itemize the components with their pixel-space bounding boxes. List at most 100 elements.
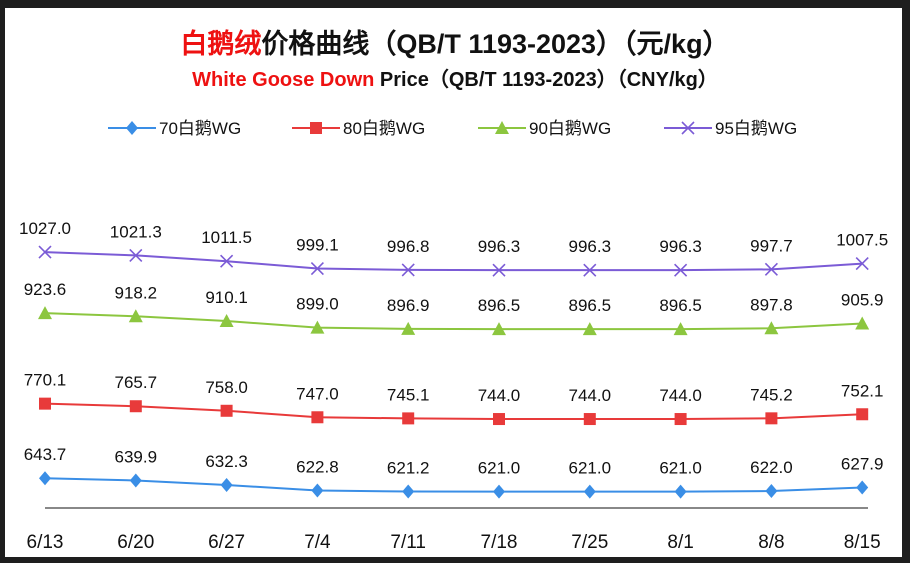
data-label: 996.3	[478, 237, 521, 256]
x-tick-label: 8/15	[844, 532, 881, 553]
data-point-triangle	[219, 314, 234, 328]
legend-label: 80白鹅WG	[343, 119, 425, 138]
data-label: 896.5	[569, 296, 612, 315]
series-line	[44, 312, 863, 331]
data-label: 621.0	[569, 459, 612, 478]
data-label: 744.0	[569, 386, 612, 405]
legend-item: 90白鹅WG	[478, 119, 611, 138]
title-rest: 价格曲线（QB/T 1193-2023）（元/kg）	[261, 29, 729, 59]
legend-marker-x	[681, 121, 695, 135]
x-tick-label: 7/4	[304, 532, 331, 553]
legend-item: 70白鹅WG	[108, 119, 241, 138]
data-point-triangle	[855, 316, 870, 330]
data-point-square	[765, 412, 778, 425]
series-diamond: 643.7 639.9 632.3 622.8 621.2 621.0 621.0 621.0…	[24, 445, 884, 499]
data-point-triangle	[38, 306, 52, 320]
data-point-diamond	[311, 483, 324, 498]
legend-marker-diamond	[126, 121, 138, 135]
x-tick-label: 8/8	[758, 532, 784, 553]
data-point-diamond	[856, 480, 869, 495]
data-label: 923.6	[24, 280, 67, 299]
data-label: 896.9	[387, 296, 430, 315]
series-line	[44, 251, 863, 272]
data-point-diamond	[220, 477, 233, 492]
data-point-triangle	[310, 320, 325, 334]
data-label: 1027.0	[19, 219, 71, 238]
data-point-x	[492, 263, 506, 277]
data-point-square	[493, 413, 505, 426]
data-point-diamond	[402, 484, 415, 499]
data-label: 1007.5	[836, 231, 888, 250]
data-point-x	[855, 257, 869, 271]
data-label: 744.0	[478, 386, 521, 405]
data-label: 918.2	[115, 283, 158, 302]
series-line	[44, 402, 863, 421]
data-label: 747.0	[296, 384, 339, 403]
data-label: 997.7	[750, 236, 793, 255]
data-label: 996.3	[659, 237, 702, 256]
data-point-diamond	[674, 484, 687, 499]
data-label: 910.1	[205, 288, 248, 307]
data-point-square	[402, 412, 415, 425]
x-tick-label: 7/25	[571, 532, 608, 553]
data-point-x	[310, 261, 324, 276]
x-tick-labels: 6/13 6/20 6/27 7/4 7/11 7/18 7/25 8/1 8/8 8/15	[27, 532, 881, 553]
data-point-x	[674, 263, 688, 277]
data-label: 999.1	[296, 236, 339, 255]
data-label: 758.0	[205, 378, 248, 397]
data-point-x	[764, 262, 778, 276]
data-point-square	[39, 397, 51, 410]
data-label: 896.5	[659, 296, 702, 315]
subtitle-rest: Price（QB/T 1193-2023）（CNY/kg）	[374, 68, 717, 91]
legend-item: 95白鹅WG	[664, 119, 797, 138]
data-label: 622.8	[296, 458, 339, 477]
data-point-triangle	[582, 322, 597, 336]
legend-item: 80白鹅WG	[292, 119, 425, 138]
data-label: 1021.3	[110, 222, 162, 241]
data-point-diamond	[583, 484, 596, 499]
data-point-x	[401, 263, 415, 277]
data-point-x	[583, 263, 597, 277]
data-label: 621.0	[478, 459, 521, 478]
data-point-square	[674, 413, 687, 426]
legend-marker-triangle	[495, 121, 509, 134]
data-label: 996.3	[569, 237, 612, 256]
plot-area: 643.7 639.9 632.3 622.8 621.2 621.0 621.0 621.0…	[19, 219, 888, 499]
x-tick-label: 7/18	[481, 532, 518, 553]
x-tick-label: 6/20	[117, 532, 154, 553]
title-red-part: 白鹅绒	[180, 28, 261, 59]
data-point-diamond	[493, 484, 505, 499]
chart-subtitle: White Goose Down Price（QB/T 1193-2023）（C…	[192, 68, 718, 91]
data-label: 744.0	[659, 386, 702, 405]
data-label: 896.5	[478, 296, 521, 315]
data-label: 905.9	[841, 291, 884, 310]
data-label: 632.3	[205, 452, 248, 471]
data-label: 752.1	[841, 381, 884, 400]
data-point-triangle	[764, 321, 779, 335]
data-label: 899.0	[296, 295, 339, 314]
data-label: 643.7	[24, 445, 67, 464]
data-label: 745.1	[387, 385, 430, 404]
x-tick-label: 7/11	[390, 532, 426, 553]
data-label: 996.8	[387, 237, 430, 256]
data-label: 745.2	[750, 385, 793, 404]
series-x: 1027.0 1021.3 1011.5 999.1 996.8 996.3 996.3 99…	[19, 219, 888, 277]
data-label: 897.8	[750, 295, 793, 314]
legend-label: 90白鹅WG	[529, 119, 611, 138]
chart-panel	[5, 8, 902, 557]
data-point-diamond	[39, 471, 51, 486]
data-point-square	[311, 411, 324, 424]
data-label: 621.2	[387, 458, 430, 477]
data-label: 770.1	[24, 371, 67, 390]
chart-title: 白鹅绒价格曲线（QB/T 1193-2023）（元/kg）	[180, 28, 729, 59]
x-tick-label: 6/13	[27, 532, 64, 553]
data-point-triangle	[673, 322, 688, 336]
data-point-triangle	[492, 322, 506, 336]
data-label: 639.9	[115, 447, 158, 466]
data-label: 627.9	[841, 455, 884, 474]
data-label: 1011.5	[201, 228, 252, 247]
data-point-square	[583, 413, 596, 426]
x-tick-label: 6/27	[208, 532, 245, 553]
data-point-x	[220, 254, 234, 268]
